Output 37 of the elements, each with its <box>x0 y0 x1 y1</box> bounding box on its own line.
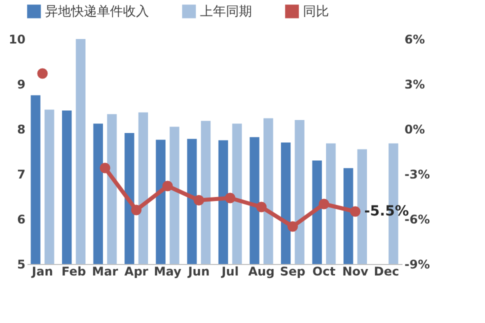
legend-label: 同比 <box>303 4 329 20</box>
x-tick-label: Nov <box>342 264 368 278</box>
x-tick-label: Dec <box>374 264 400 278</box>
y-tick-label: 10 <box>8 32 26 46</box>
legend-label: 异地快递单件收入 <box>45 4 149 20</box>
y2-tick-label: -3% <box>404 168 430 182</box>
point <box>224 192 236 204</box>
y-tick-label: 7 <box>17 168 26 182</box>
x-tick-label: Oct <box>312 264 336 278</box>
data-label: -5.5% <box>364 204 409 220</box>
y-tick-label: 8 <box>17 122 26 136</box>
y-tick-label: 9 <box>17 78 26 92</box>
y2-tick-label: 6% <box>404 32 425 46</box>
y-tick-label: 5 <box>17 258 26 272</box>
x-tick-label: Jun <box>187 264 210 278</box>
y2-tick-label: -9% <box>404 258 430 272</box>
x-tick-label: Sep <box>280 264 306 278</box>
x-tick-label: Jul <box>220 264 239 278</box>
y2-tick-label: 3% <box>404 78 425 92</box>
y2-tick-label: 0% <box>404 122 425 136</box>
point <box>318 198 330 210</box>
legend-label: 上年同期 <box>200 4 252 20</box>
point <box>256 202 267 212</box>
point <box>100 162 110 174</box>
point <box>350 206 360 217</box>
point <box>131 204 142 216</box>
x-tick-label: Apr <box>124 264 148 278</box>
point <box>194 195 204 206</box>
y-tick-label: 6 <box>17 212 26 226</box>
point <box>37 68 48 79</box>
x-tick-label: Mar <box>92 264 118 278</box>
point <box>287 221 298 232</box>
x-tick-label: Aug <box>248 264 275 278</box>
x-tick-label: Jan <box>30 264 54 278</box>
x-tick-label: May <box>154 264 182 278</box>
x-tick-label: Feb <box>62 264 86 278</box>
point <box>162 180 173 192</box>
